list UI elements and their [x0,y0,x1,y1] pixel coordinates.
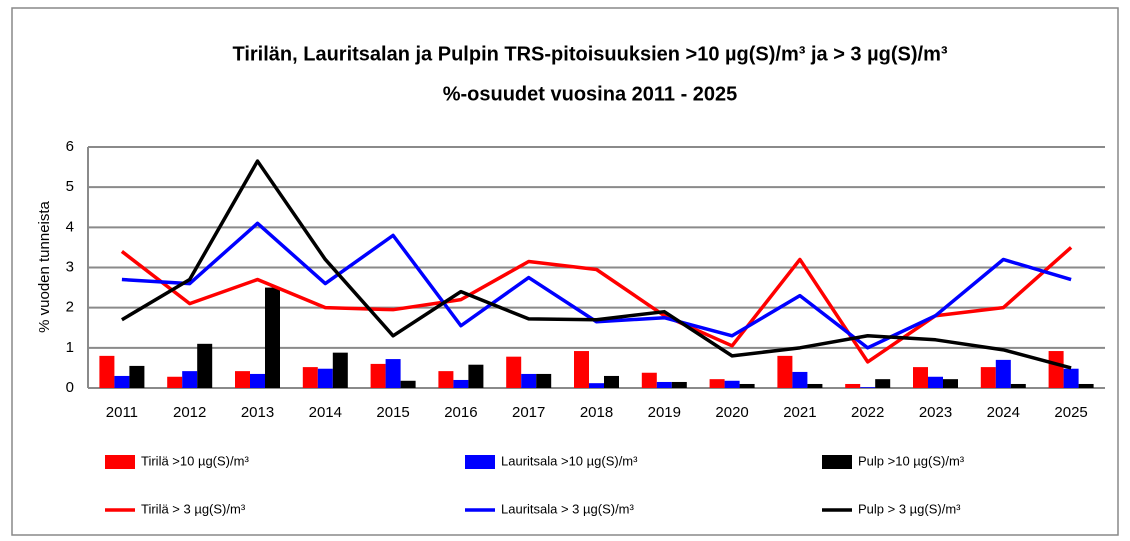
x-tick-label: 2016 [444,404,477,421]
y-tick-label: 1 [66,339,74,356]
chart-title: Tirilän, Lauritsalan ja Pulpin TRS-pitoi… [232,43,947,65]
legend-label: Tirilä >10 µg(S)/m³ [141,453,249,468]
legend-label: Pulp > 3 µg(S)/m³ [858,501,961,516]
x-tick-label: 2011 [106,404,138,421]
y-tick-label: 5 [66,178,74,195]
bar [536,373,552,388]
x-tick-label: 2015 [376,404,409,421]
bar [250,373,265,388]
x-tick-label: 2021 [783,404,816,421]
chart-frame [11,7,1119,536]
bar [709,379,725,388]
bar [438,371,454,388]
bar [197,343,213,388]
bar [332,352,348,388]
bar [302,367,318,388]
bar [1078,383,1094,388]
bar [792,371,808,388]
bar [1063,368,1079,388]
bar [860,387,876,388]
bar [875,379,891,388]
bar [182,371,198,388]
x-tick-label: 2018 [580,404,613,421]
legend-swatch [822,455,852,469]
legend-label: Tirilä > 3 µg(S)/m³ [141,501,246,516]
x-tick-label: 2017 [512,404,545,421]
bar [845,383,861,388]
bar [1048,351,1064,388]
bar [980,367,996,388]
bar [385,359,401,388]
x-tick-label: 2012 [173,404,206,421]
y-axis-label: % vuoden tunneista [36,200,53,332]
bar [656,381,672,388]
bar [589,383,604,388]
bar [468,364,484,388]
bar [574,351,589,388]
line [121,221,1072,350]
bar [521,373,537,388]
bar [235,371,250,388]
legend-label: Lauritsala > 3 µg(S)/m³ [501,501,635,516]
y-tick-label: 3 [66,258,74,275]
x-tick-label: 2019 [648,404,681,421]
line [120,246,1073,364]
x-tick-label: 2023 [919,404,952,421]
x-tick-label: 2020 [715,404,748,421]
x-tick-label: 2014 [309,404,342,421]
bar [777,355,793,388]
x-tick-label: 2024 [987,404,1020,421]
y-tick-label: 6 [66,138,74,155]
bar [807,383,823,388]
bar [506,356,522,388]
bar [370,363,386,388]
bar [114,375,130,388]
bar [943,379,958,388]
line [121,159,1072,370]
y-tick-label: 4 [66,218,74,235]
x-tick-label: 2025 [1054,404,1087,421]
legend-label: Pulp >10 µg(S)/m³ [858,453,965,468]
bar [739,383,755,388]
bar [671,381,687,388]
bar [400,380,416,388]
legend-swatch [105,455,135,469]
bar [995,359,1011,388]
bar [1010,383,1026,388]
x-tick-label: 2022 [851,404,884,421]
bar [913,367,928,388]
bar [99,355,115,388]
bar [129,365,145,388]
bar [604,375,619,388]
y-tick-label: 2 [66,299,74,316]
x-tick-label: 2013 [241,404,274,421]
bar [317,368,333,388]
bar [641,372,657,388]
bar [265,287,280,388]
chart-title: %-osuudet vuosina 2011 - 2025 [443,83,738,105]
bar [928,376,943,388]
legend-swatch [465,455,495,469]
bar [453,379,469,388]
bar [724,380,740,388]
bar [167,376,183,388]
legend-label: Lauritsala >10 µg(S)/m³ [501,453,638,468]
y-tick-label: 0 [66,379,74,396]
